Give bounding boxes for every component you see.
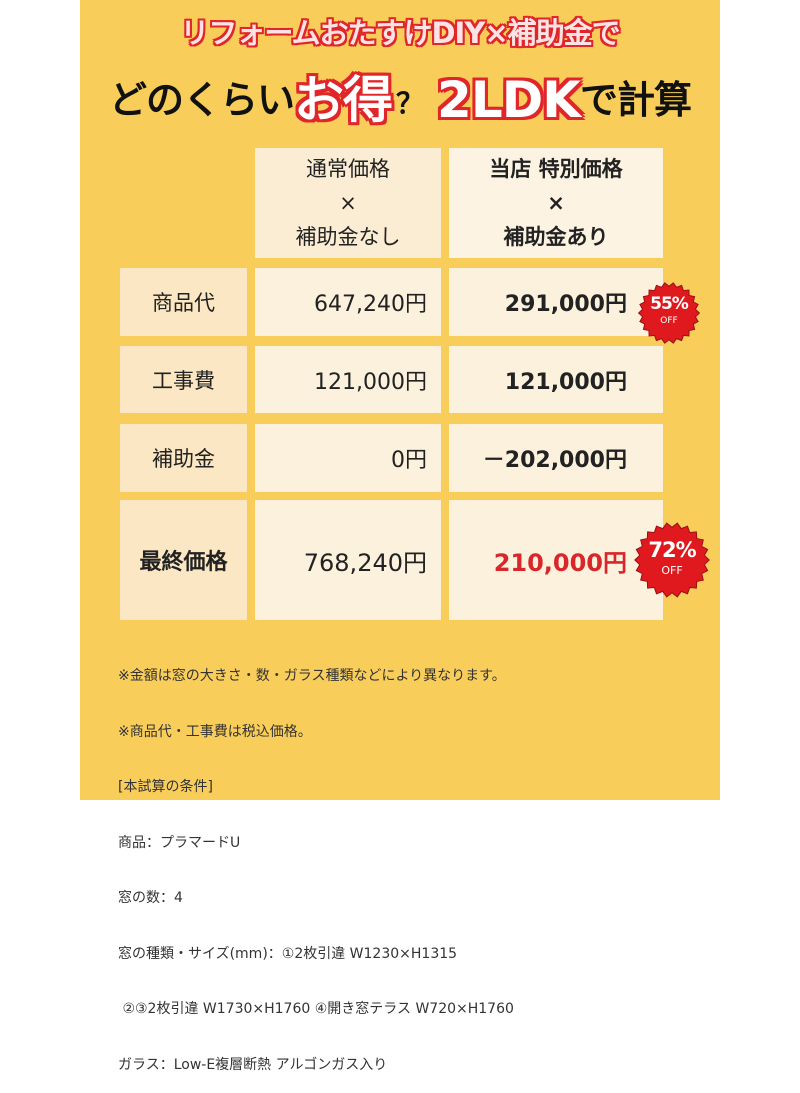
row-label-subsidy: 補助金 — [120, 424, 247, 492]
note-line: [本試算の条件] — [118, 779, 213, 795]
normal-subsidy: 0円 — [255, 424, 441, 492]
discount-badge-72: 72% OFF — [634, 522, 710, 598]
special-final-price: 210,000円 — [449, 500, 663, 620]
note-line: ガラス：Low-E複層断熱 アルゴンガス入り — [118, 1056, 388, 1073]
normal-construction-cost: 121,000円 — [255, 346, 441, 413]
special-subsidy: －202,000円 — [449, 424, 663, 492]
badge-percent: 72% — [648, 538, 696, 562]
header-line: × — [339, 191, 357, 215]
note-line: ※商品代・工事費は税込価格。 — [118, 723, 312, 740]
header-line: 補助金あり — [503, 225, 609, 249]
special-construction-cost: 121,000円 — [449, 346, 663, 413]
starburst-icon — [638, 282, 700, 344]
title-highlight-otoku: お得 — [294, 71, 393, 129]
title-text: どのくらい — [109, 78, 295, 122]
title-highlight-2ldk: 2LDK — [437, 71, 581, 129]
note-line: ※金額は窓の大きさ・数・ガラス種類などにより異なります。 — [118, 668, 506, 684]
title-text-end: で計算 — [579, 78, 692, 122]
header-line: 補助金なし — [295, 225, 401, 249]
note-line: 商品：プラマードU — [118, 834, 241, 851]
title-question: ？ — [396, 87, 424, 120]
normal-product-cost: 647,240円 — [255, 268, 441, 336]
note-line: ②③2枚引違 W1730×H1760 ④開き窓テラス W720×H1760 — [118, 1001, 514, 1017]
note-line: 窓の数：4 — [118, 890, 183, 906]
badge-off: OFF — [660, 316, 678, 326]
row-label-construction: 工事費 — [120, 346, 247, 413]
header-line: 通常価格 — [306, 157, 390, 181]
title-line-2: どのくらいお得？ 2LDKで計算 — [0, 60, 800, 132]
badge-percent: 55% — [650, 294, 689, 314]
special-product-cost: 291,000円 — [449, 268, 663, 336]
header-special-price: 当店 特別価格 × 補助金あり — [449, 148, 663, 258]
row-label-final: 最終価格 — [120, 500, 247, 620]
header-line: 当店 特別価格 — [489, 157, 623, 181]
row-label-product: 商品代 — [120, 268, 247, 336]
discount-badge-55: 55% OFF — [638, 282, 700, 344]
header-line: × — [547, 191, 565, 215]
notes: ※金額は窓の大きさ・数・ガラス種類などにより異なります。 ※商品代・工事費は税込… — [118, 630, 514, 1093]
badge-off: OFF — [661, 564, 683, 577]
normal-final-price: 768,240円 — [255, 500, 441, 620]
note-line: 窓の種類・サイズ(mm)：①2枚引違 W1230×H1315 — [118, 945, 458, 962]
title-line-1: リフォームおたすけDIY×補助金で — [180, 16, 620, 50]
header-normal-price: 通常価格 × 補助金なし — [255, 148, 441, 258]
starburst-icon — [634, 522, 710, 598]
